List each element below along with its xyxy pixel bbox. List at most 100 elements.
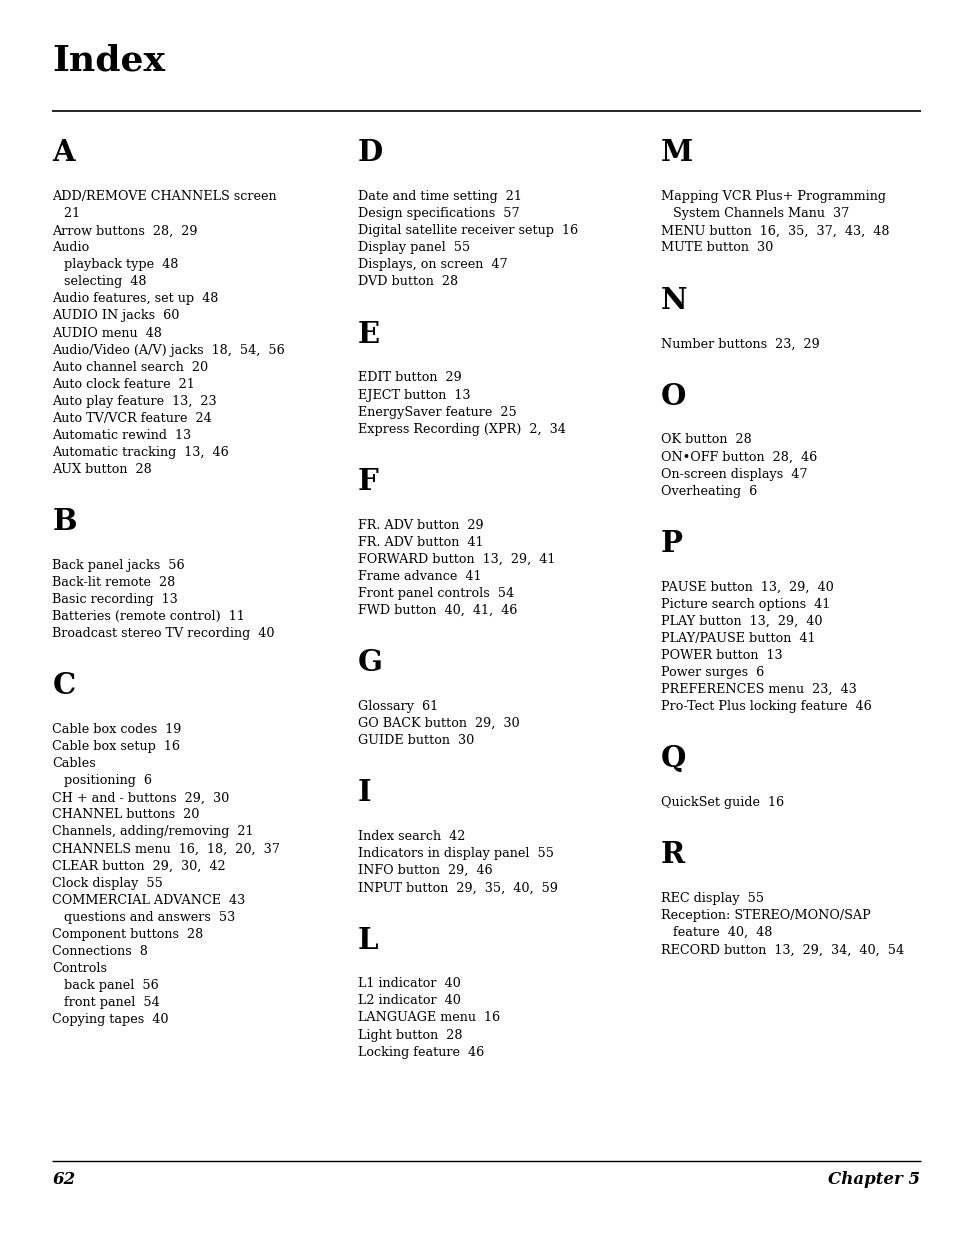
- Text: L: L: [357, 925, 377, 955]
- Text: OK button  28: OK button 28: [660, 433, 751, 447]
- Text: PREFERENCES menu  23,  43: PREFERENCES menu 23, 43: [660, 683, 856, 697]
- Text: Audio/Video (A/V) jacks  18,  54,  56: Audio/Video (A/V) jacks 18, 54, 56: [52, 343, 285, 357]
- Text: ADD/REMOVE CHANNELS screen: ADD/REMOVE CHANNELS screen: [52, 190, 276, 204]
- Text: DVD button  28: DVD button 28: [357, 275, 457, 289]
- Text: AUX button  28: AUX button 28: [52, 463, 152, 475]
- Text: PLAY/PAUSE button  41: PLAY/PAUSE button 41: [660, 632, 815, 645]
- Text: Glossary  61: Glossary 61: [357, 700, 437, 713]
- Text: MENU button  16,  35,  37,  43,  48: MENU button 16, 35, 37, 43, 48: [660, 225, 889, 237]
- Text: A: A: [52, 138, 75, 167]
- Text: L2 indicator  40: L2 indicator 40: [357, 994, 460, 1008]
- Text: RECORD button  13,  29,  34,  40,  54: RECORD button 13, 29, 34, 40, 54: [660, 944, 903, 956]
- Text: EnergySaver feature  25: EnergySaver feature 25: [357, 405, 516, 419]
- Text: CLEAR button  29,  30,  42: CLEAR button 29, 30, 42: [52, 860, 226, 873]
- Text: 62: 62: [52, 1171, 75, 1188]
- Text: Automatic rewind  13: Automatic rewind 13: [52, 429, 192, 442]
- Text: Power surges  6: Power surges 6: [660, 666, 763, 679]
- Text: FWD button  40,  41,  46: FWD button 40, 41, 46: [357, 604, 517, 618]
- Text: CHANNELS menu  16,  18,  20,  37: CHANNELS menu 16, 18, 20, 37: [52, 842, 280, 856]
- Text: front panel  54: front panel 54: [52, 995, 160, 1009]
- Text: Audio features, set up  48: Audio features, set up 48: [52, 293, 218, 305]
- Text: O: O: [660, 382, 686, 410]
- Text: Number buttons  23,  29: Number buttons 23, 29: [660, 337, 819, 351]
- Text: COMMERCIAL ADVANCE  43: COMMERCIAL ADVANCE 43: [52, 894, 246, 906]
- Text: D: D: [357, 138, 382, 167]
- Text: Controls: Controls: [52, 962, 108, 974]
- Text: GUIDE button  30: GUIDE button 30: [357, 734, 474, 747]
- Text: Channels, adding/removing  21: Channels, adding/removing 21: [52, 825, 253, 839]
- Text: M: M: [660, 138, 693, 167]
- Text: F: F: [357, 467, 378, 495]
- Text: Q: Q: [660, 745, 686, 773]
- Text: CH + and - buttons  29,  30: CH + and - buttons 29, 30: [52, 792, 230, 804]
- Text: Auto play feature  13,  23: Auto play feature 13, 23: [52, 395, 217, 408]
- Text: Batteries (remote control)  11: Batteries (remote control) 11: [52, 610, 245, 624]
- Text: Clock display  55: Clock display 55: [52, 877, 163, 889]
- Text: C: C: [52, 672, 75, 700]
- Text: FORWARD button  13,  29,  41: FORWARD button 13, 29, 41: [357, 553, 555, 566]
- Text: Date and time setting  21: Date and time setting 21: [357, 190, 521, 204]
- Text: QuickSet guide  16: QuickSet guide 16: [660, 797, 783, 809]
- Text: ON•OFF button  28,  46: ON•OFF button 28, 46: [660, 451, 817, 463]
- Text: positioning  6: positioning 6: [52, 774, 152, 788]
- Text: Mapping VCR Plus+ Programming: Mapping VCR Plus+ Programming: [660, 190, 885, 204]
- Text: Component buttons  28: Component buttons 28: [52, 927, 204, 941]
- Text: MUTE button  30: MUTE button 30: [660, 241, 773, 254]
- Text: Front panel controls  54: Front panel controls 54: [357, 587, 514, 600]
- Text: 21: 21: [52, 207, 80, 220]
- Text: N: N: [660, 285, 687, 315]
- Text: playback type  48: playback type 48: [52, 258, 178, 272]
- Text: Cable box codes  19: Cable box codes 19: [52, 724, 182, 736]
- Text: G: G: [357, 648, 382, 677]
- Text: Auto channel search  20: Auto channel search 20: [52, 361, 209, 374]
- Text: Digital satellite receiver setup  16: Digital satellite receiver setup 16: [357, 225, 578, 237]
- Text: Chapter 5: Chapter 5: [827, 1171, 920, 1188]
- Text: System Channels Manu  37: System Channels Manu 37: [660, 207, 848, 220]
- Text: I: I: [357, 778, 371, 808]
- Text: Basic recording  13: Basic recording 13: [52, 593, 178, 606]
- Text: L1 indicator  40: L1 indicator 40: [357, 977, 460, 990]
- Text: Broadcast stereo TV recording  40: Broadcast stereo TV recording 40: [52, 627, 274, 640]
- Text: Cable box setup  16: Cable box setup 16: [52, 740, 180, 753]
- Text: Auto TV/VCR feature  24: Auto TV/VCR feature 24: [52, 411, 212, 425]
- Text: Express Recording (XPR)  2,  34: Express Recording (XPR) 2, 34: [357, 422, 565, 436]
- Text: FR. ADV button  41: FR. ADV button 41: [357, 536, 483, 548]
- Text: Reception: STEREO/MONO/SAP: Reception: STEREO/MONO/SAP: [660, 909, 870, 923]
- Text: Index search  42: Index search 42: [357, 830, 465, 844]
- Text: Back-lit remote  28: Back-lit remote 28: [52, 576, 175, 589]
- Text: Arrow buttons  28,  29: Arrow buttons 28, 29: [52, 225, 198, 237]
- Text: selecting  48: selecting 48: [52, 275, 147, 289]
- Text: Overheating  6: Overheating 6: [660, 484, 757, 498]
- Text: POWER button  13: POWER button 13: [660, 648, 781, 662]
- Text: Back panel jacks  56: Back panel jacks 56: [52, 559, 185, 572]
- Text: Light button  28: Light button 28: [357, 1029, 462, 1041]
- Text: Displays, on screen  47: Displays, on screen 47: [357, 258, 507, 272]
- Text: On-screen displays  47: On-screen displays 47: [660, 468, 807, 480]
- Text: LANGUAGE menu  16: LANGUAGE menu 16: [357, 1011, 499, 1025]
- Text: Picture search options  41: Picture search options 41: [660, 598, 829, 611]
- Text: GO BACK button  29,  30: GO BACK button 29, 30: [357, 718, 518, 730]
- Text: Locking feature  46: Locking feature 46: [357, 1046, 483, 1058]
- Text: INPUT button  29,  35,  40,  59: INPUT button 29, 35, 40, 59: [357, 882, 558, 894]
- Text: Copying tapes  40: Copying tapes 40: [52, 1013, 169, 1026]
- Text: Auto clock feature  21: Auto clock feature 21: [52, 378, 195, 390]
- Text: Design specifications  57: Design specifications 57: [357, 207, 518, 220]
- Text: R: R: [660, 840, 684, 869]
- Text: PAUSE button  13,  29,  40: PAUSE button 13, 29, 40: [660, 580, 833, 594]
- Text: Connections  8: Connections 8: [52, 945, 148, 958]
- Text: PLAY button  13,  29,  40: PLAY button 13, 29, 40: [660, 615, 821, 627]
- Text: REC display  55: REC display 55: [660, 892, 763, 905]
- Text: Automatic tracking  13,  46: Automatic tracking 13, 46: [52, 446, 229, 459]
- Text: Audio: Audio: [52, 241, 90, 254]
- Text: back panel  56: back panel 56: [52, 979, 159, 992]
- Text: EDIT button  29: EDIT button 29: [357, 372, 461, 384]
- Text: INFO button  29,  46: INFO button 29, 46: [357, 864, 492, 877]
- Text: Indicators in display panel  55: Indicators in display panel 55: [357, 847, 553, 861]
- Text: Frame advance  41: Frame advance 41: [357, 569, 480, 583]
- Text: Index: Index: [52, 43, 165, 78]
- Text: feature  40,  48: feature 40, 48: [660, 926, 772, 940]
- Text: AUDIO menu  48: AUDIO menu 48: [52, 326, 162, 340]
- Text: Pro-Tect Plus locking feature  46: Pro-Tect Plus locking feature 46: [660, 700, 871, 713]
- Text: questions and answers  53: questions and answers 53: [52, 910, 235, 924]
- Text: CHANNEL buttons  20: CHANNEL buttons 20: [52, 809, 199, 821]
